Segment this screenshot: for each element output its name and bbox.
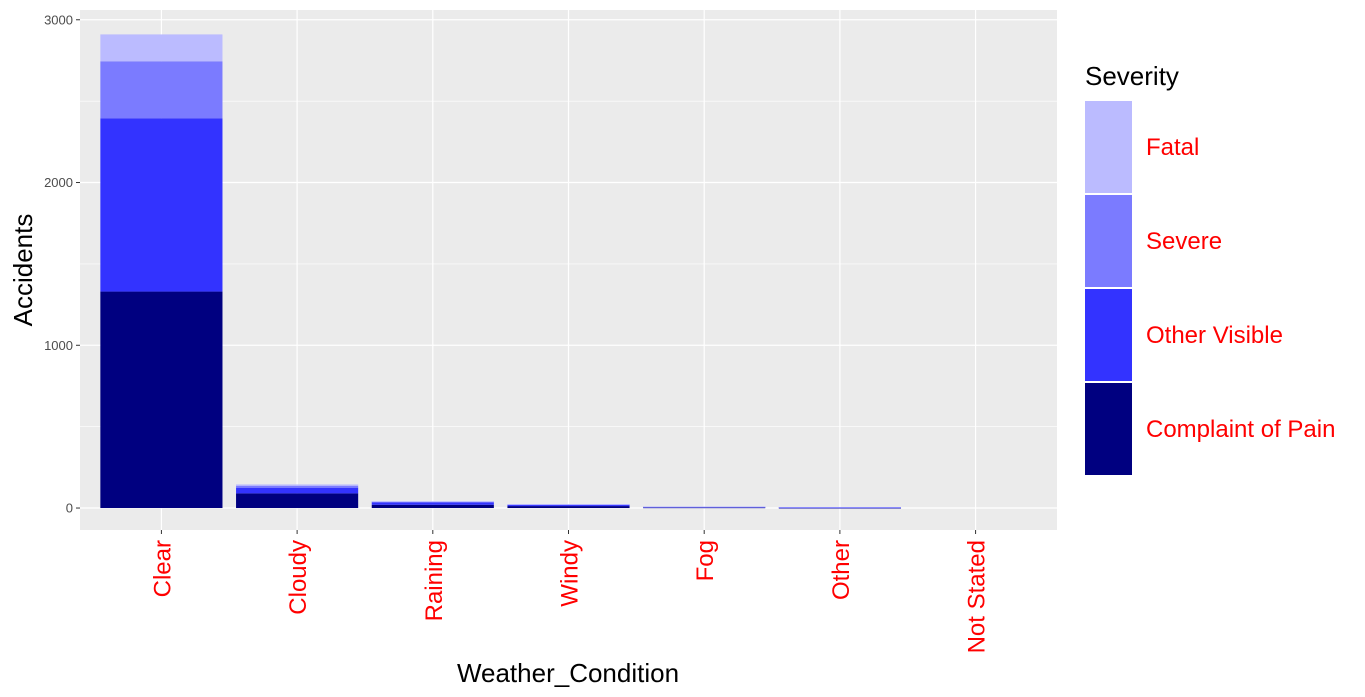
x-tick-label: Clear [149, 540, 176, 597]
y-axis-ticks: 0 1000 2000 3000 [44, 12, 80, 516]
x-tick-label: Not Stated [964, 540, 991, 653]
legend: Severity Fatal Severe Other Visible Complai… [1085, 61, 1335, 475]
bar-segment [236, 485, 359, 488]
y-tick-label: 3000 [44, 12, 73, 27]
legend-label: Complaint of Pain [1146, 416, 1335, 443]
bar-segment [100, 291, 223, 509]
bar-segment [507, 506, 630, 509]
legend-label: Fatal [1146, 134, 1199, 161]
bar-segment [371, 504, 494, 509]
bar-segment [778, 507, 901, 509]
bar-segment [100, 118, 223, 292]
bars [100, 34, 901, 509]
x-axis-title: Weather_Condition [457, 658, 679, 688]
bar-segment [236, 487, 359, 494]
legend-label: Severe [1146, 228, 1222, 255]
bar-segment [507, 504, 630, 505]
x-tick-label: Windy [557, 540, 584, 607]
bar-segment [643, 506, 766, 508]
bar-segment [100, 61, 223, 119]
legend-label: Other Visible [1146, 322, 1283, 349]
y-tick-label: 2000 [44, 175, 73, 190]
legend-key [1085, 383, 1132, 475]
x-tick-label: Cloudy [285, 540, 312, 615]
x-tick-label: Fog [692, 540, 719, 581]
legend-title: Severity [1085, 61, 1179, 91]
bar-segment [236, 484, 359, 486]
legend-key [1085, 195, 1132, 287]
y-axis-title: Accidents [8, 214, 38, 327]
bar-segment [507, 504, 630, 507]
x-axis-ticks: Clear Cloudy Raining Windy Fog Other Not State… [149, 530, 991, 653]
bar-segment [371, 501, 494, 502]
x-tick-label: Raining [421, 540, 448, 621]
y-tick-label: 0 [66, 501, 73, 516]
bar-segment [371, 502, 494, 505]
legend-key [1085, 289, 1132, 381]
y-tick-label: 1000 [44, 338, 73, 353]
bar-segment [100, 34, 223, 62]
x-tick-label: Other [828, 540, 855, 600]
legend-key [1085, 101, 1132, 193]
bar-segment [643, 507, 766, 509]
bar-segment [236, 493, 359, 509]
